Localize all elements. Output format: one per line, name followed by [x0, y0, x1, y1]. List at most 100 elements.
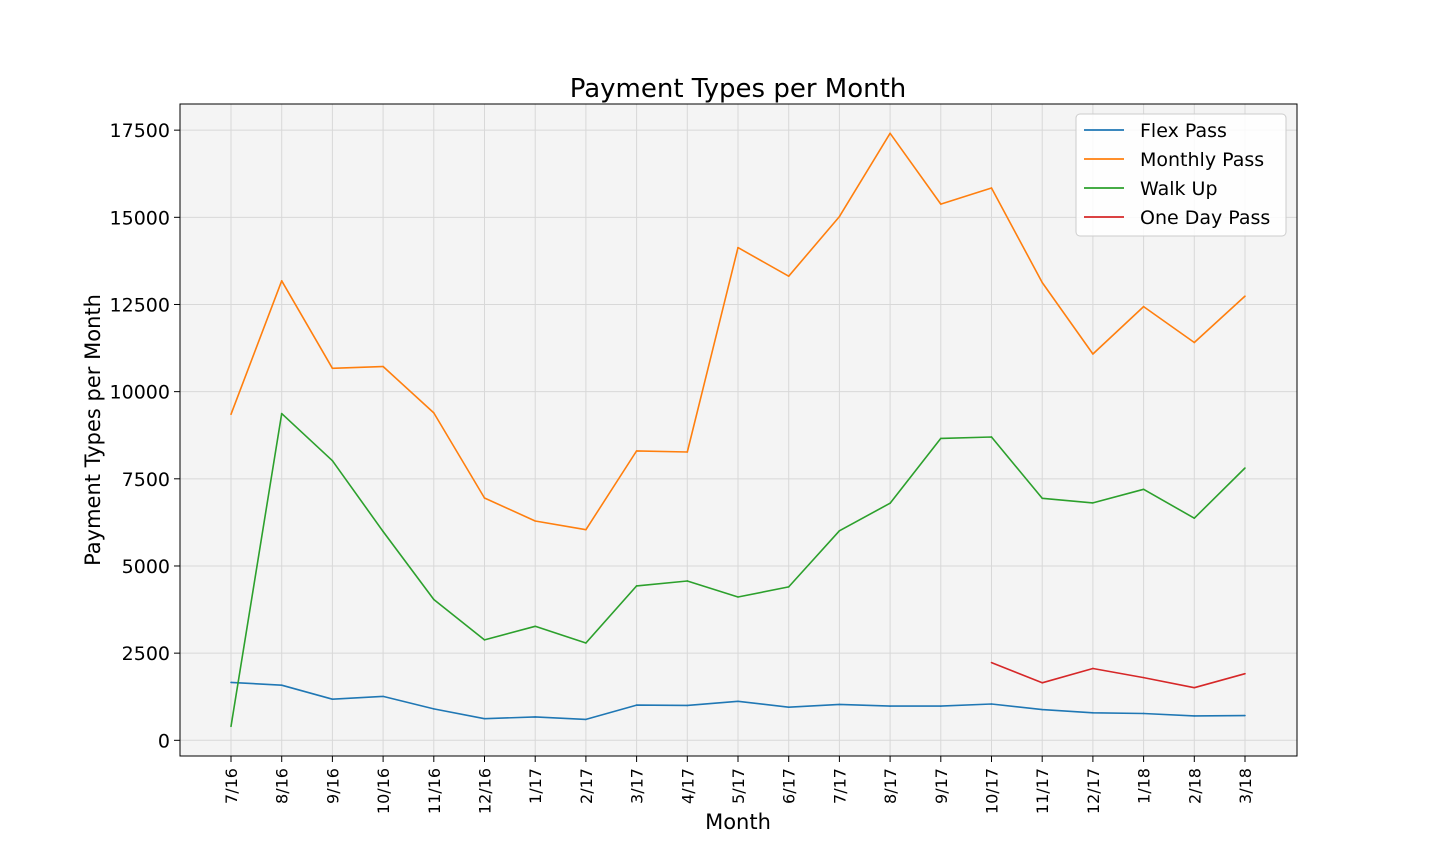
data-point — [1041, 281, 1043, 284]
series-walk-up — [230, 412, 1246, 728]
data-point — [838, 529, 841, 532]
data-point — [635, 450, 638, 452]
series-flex-pass — [230, 681, 1246, 721]
data-point — [1041, 681, 1043, 684]
data-point — [230, 725, 232, 728]
x-tick-label: 3/18 — [1236, 768, 1255, 804]
data-point — [838, 703, 841, 706]
data-point — [940, 437, 942, 440]
data-point — [1092, 711, 1094, 714]
data-point — [1193, 686, 1196, 689]
data-point — [585, 528, 587, 531]
data-point — [940, 203, 942, 205]
x-tick-label: 10/16 — [374, 768, 393, 814]
x-tick-label: 4/17 — [678, 768, 697, 804]
x-tick-label: 3/17 — [628, 768, 647, 804]
data-point — [280, 412, 283, 415]
x-axis-label: Month — [705, 810, 771, 834]
legend-label: One Day Pass — [1140, 207, 1270, 229]
data-point — [585, 718, 587, 721]
x-tick-label: 12/16 — [476, 768, 495, 814]
data-point — [737, 596, 739, 598]
data-point — [534, 716, 536, 718]
data-point — [483, 497, 486, 499]
data-point — [889, 502, 891, 505]
y-tick-label: 10000 — [110, 382, 170, 404]
data-point — [331, 698, 334, 700]
x-tick-label: 7/17 — [830, 768, 849, 804]
series-line — [991, 661, 1246, 689]
x-tick-label: 7/16 — [222, 768, 241, 804]
data-point — [990, 436, 993, 438]
x-tick-label: 9/16 — [323, 768, 342, 804]
data-point — [534, 520, 536, 522]
data-point — [230, 681, 232, 684]
y-tick-label: 12500 — [110, 294, 170, 316]
y-axis-ticks: 0 2500 5000 7500 10000 12500 15000 17500 — [110, 120, 180, 752]
y-tick-label: 17500 — [110, 120, 170, 142]
data-point — [534, 625, 536, 628]
y-tick-label: 7500 — [122, 469, 170, 491]
y-axis-label: Payment Types per Month — [81, 294, 105, 566]
x-tick-label: 1/18 — [1135, 768, 1154, 804]
legend: Flex Pass Monthly Pass Walk Up One Day Pass — [1075, 113, 1287, 237]
data-point — [1092, 502, 1094, 504]
data-point — [1244, 295, 1246, 297]
data-point — [1193, 715, 1196, 717]
legend-box — [1075, 113, 1287, 237]
data-point — [483, 639, 486, 641]
legend-label: Monthly Pass — [1140, 149, 1264, 171]
x-tick-label: 9/17 — [932, 768, 951, 804]
x-tick-label: 8/16 — [273, 768, 292, 804]
data-point — [1142, 488, 1145, 491]
x-tick-label: 2/17 — [577, 768, 596, 804]
x-tick-label: 12/17 — [1084, 768, 1103, 814]
data-point — [990, 661, 993, 664]
y-tick-label: 2500 — [122, 643, 170, 665]
series-one-day-pass — [990, 661, 1246, 689]
y-tick-label: 5000 — [122, 556, 170, 578]
data-point — [230, 413, 232, 416]
x-tick-label: 11/16 — [425, 768, 444, 814]
data-point — [635, 585, 638, 587]
data-point — [737, 700, 739, 703]
data-point — [889, 132, 891, 135]
series-monthly-pass — [230, 132, 1246, 531]
data-point — [1244, 672, 1246, 675]
legend-label: Walk Up — [1140, 178, 1218, 200]
data-point — [433, 412, 435, 414]
y-tick-label: 0 — [158, 730, 170, 752]
x-tick-label: 1/17 — [526, 768, 545, 804]
data-point — [889, 705, 891, 707]
x-tick-label: 6/17 — [780, 768, 799, 804]
data-point — [1142, 305, 1145, 308]
data-point — [280, 279, 283, 282]
data-point — [331, 459, 334, 462]
data-point — [433, 708, 435, 710]
data-point — [433, 598, 435, 601]
data-point — [787, 706, 790, 708]
grid — [180, 104, 1297, 756]
data-point — [331, 367, 334, 370]
data-point — [1041, 708, 1043, 711]
data-point — [1193, 341, 1196, 344]
data-point — [838, 215, 841, 218]
series-lines — [230, 132, 1246, 728]
data-point — [990, 703, 993, 705]
data-point — [686, 580, 689, 582]
data-point — [990, 187, 993, 189]
data-point — [940, 705, 942, 707]
data-point — [635, 704, 638, 706]
x-tick-label: 2/18 — [1185, 768, 1204, 804]
data-point — [1244, 714, 1246, 717]
data-point — [1092, 353, 1094, 355]
data-point — [382, 365, 384, 368]
data-point — [1142, 676, 1145, 679]
data-point — [787, 586, 790, 588]
data-point — [686, 451, 689, 453]
data-point — [280, 684, 283, 687]
data-point — [1041, 497, 1043, 500]
data-point — [737, 246, 739, 249]
data-point — [1193, 517, 1196, 520]
data-point — [787, 275, 790, 278]
